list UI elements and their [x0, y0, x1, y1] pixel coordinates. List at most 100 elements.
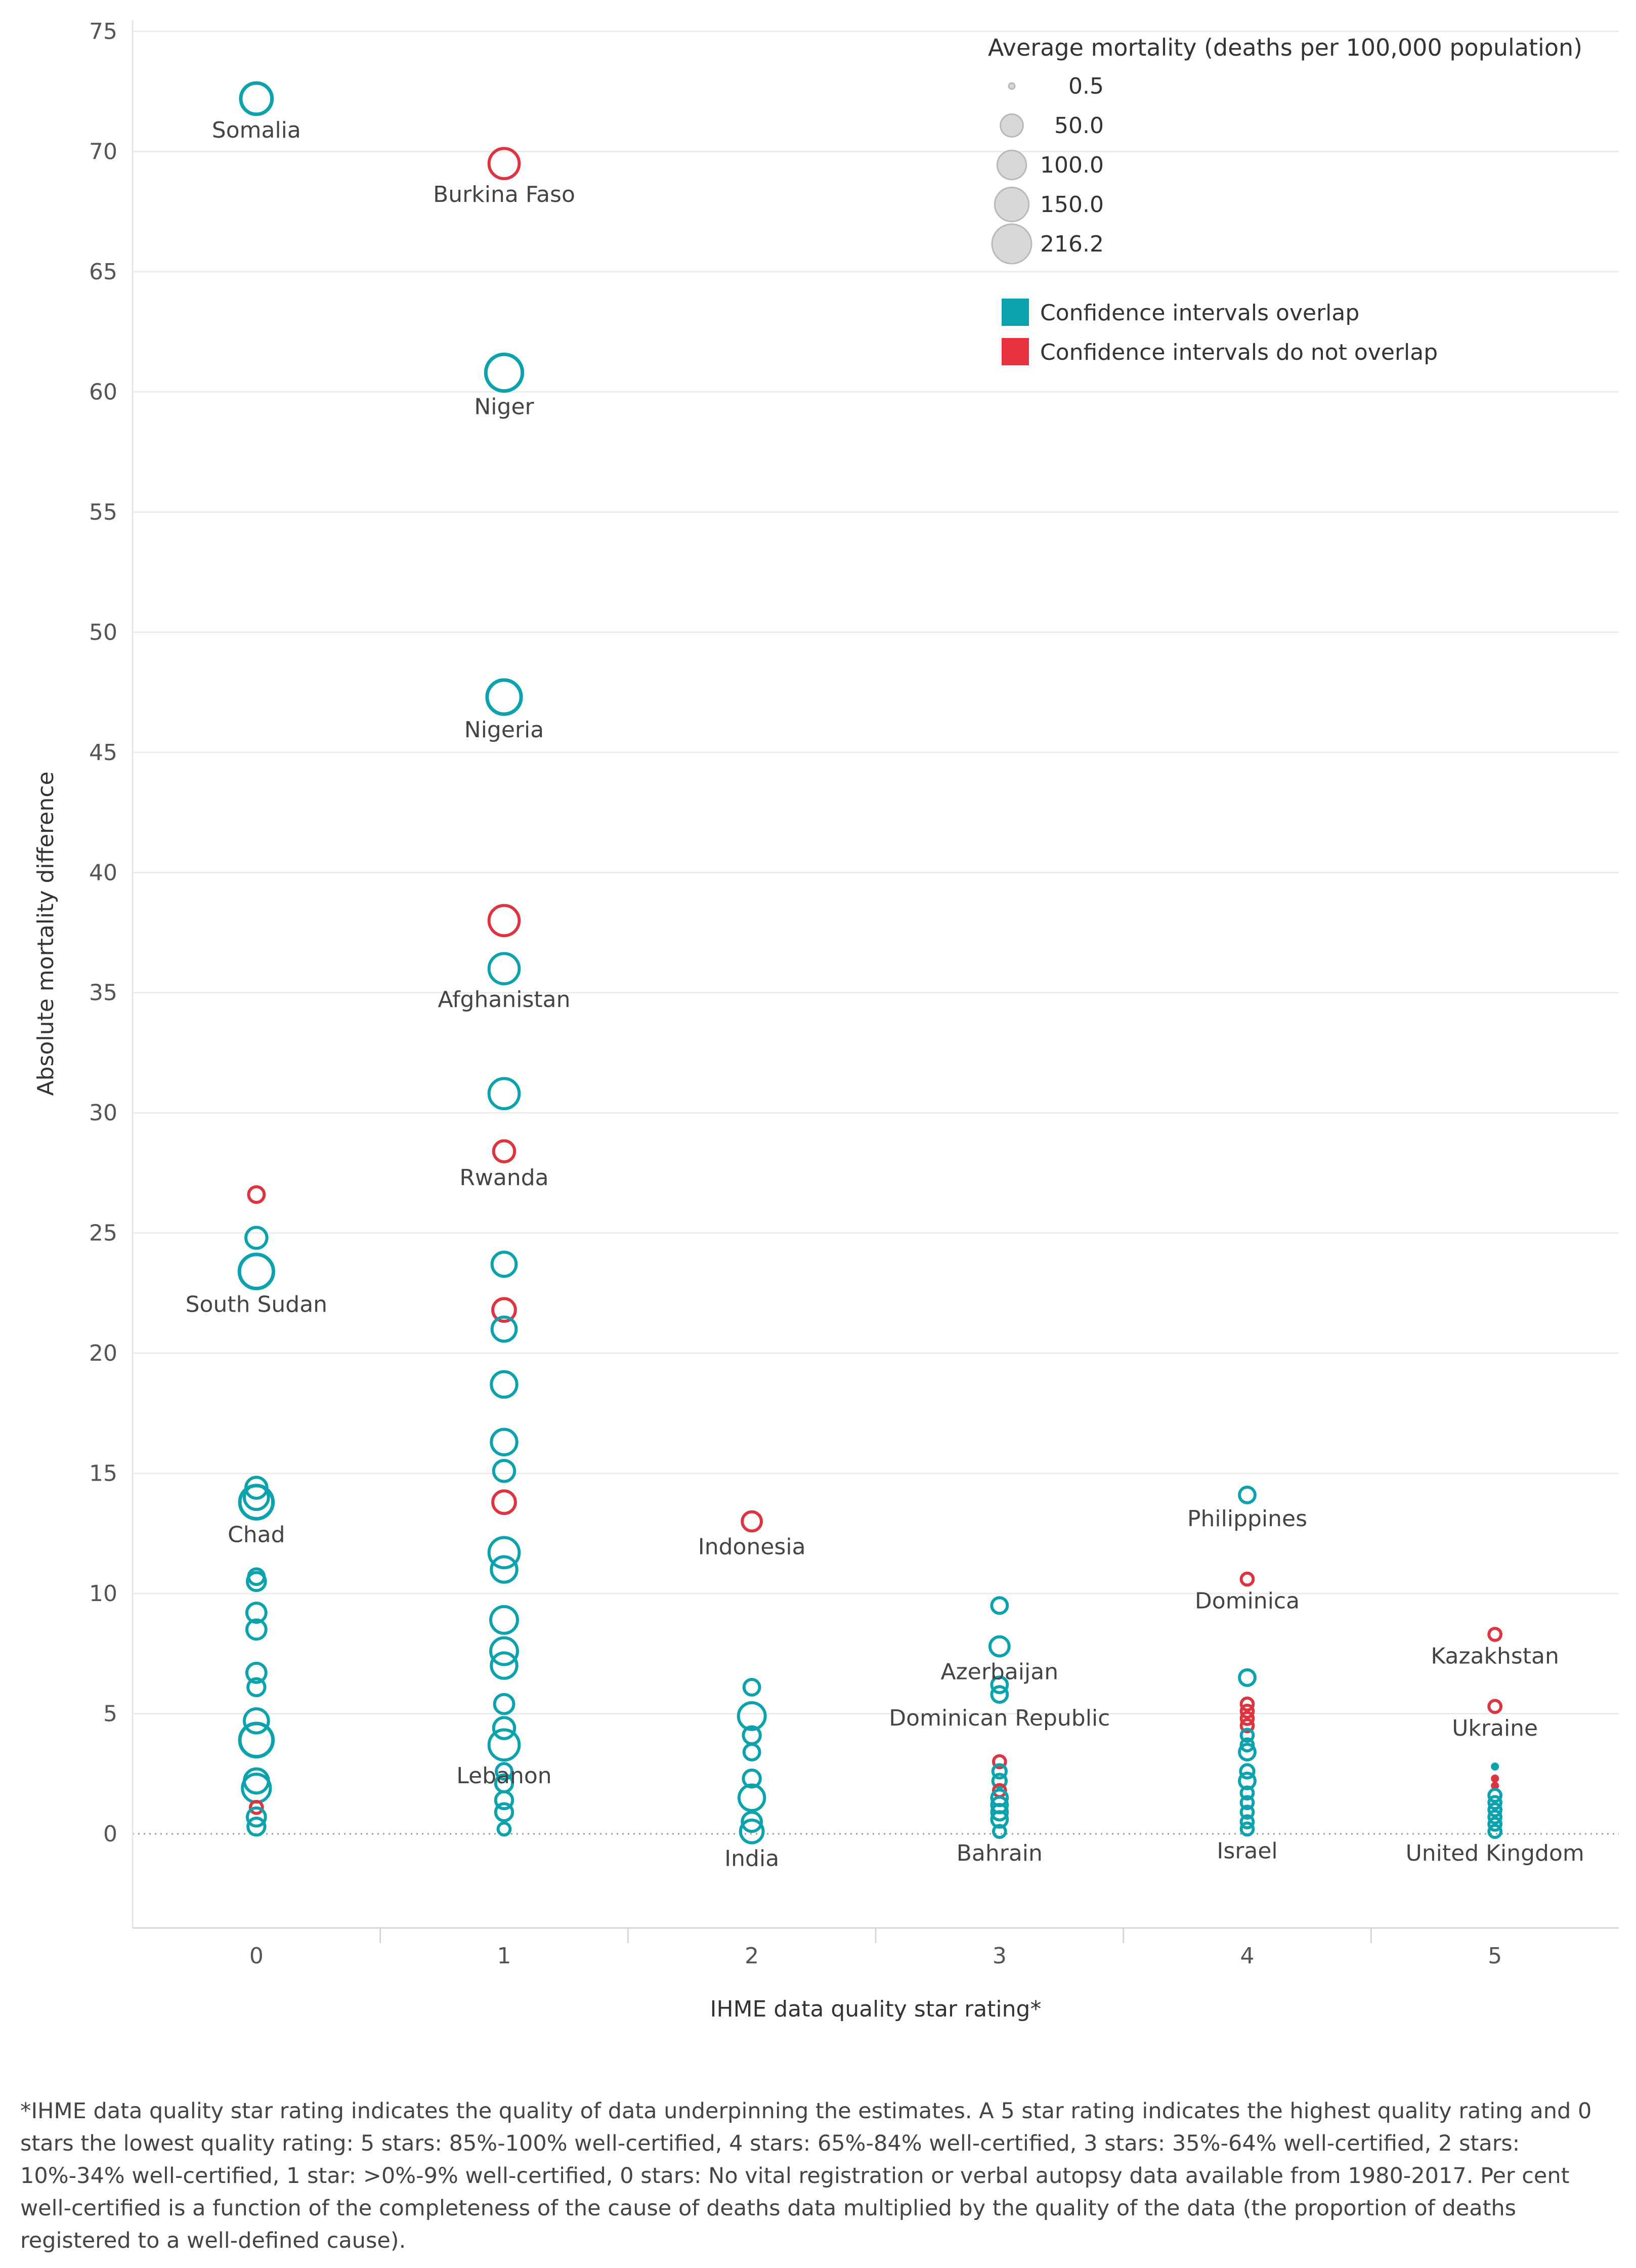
- legend-size-label: 216.2: [1040, 231, 1104, 257]
- data-point: [1239, 1763, 1256, 1780]
- legend-size-label: 150.0: [1040, 192, 1104, 218]
- point-label: India: [724, 1846, 779, 1872]
- point-label: Nigeria: [464, 717, 544, 743]
- y-tick-label: 65: [89, 259, 117, 285]
- data-point: [487, 952, 521, 986]
- data-point: [1487, 1802, 1503, 1818]
- data-point: [1239, 1696, 1255, 1712]
- data-point: [741, 1510, 763, 1533]
- point-label: Kazakhstan: [1431, 1644, 1559, 1669]
- point-label: Rwanda: [459, 1165, 548, 1191]
- data-point: [494, 1790, 514, 1811]
- y-tick-label: 40: [89, 860, 117, 886]
- data-point: [490, 1651, 519, 1680]
- data-point: [990, 1810, 1009, 1829]
- data-point: [491, 1489, 517, 1515]
- y-tick-label: 35: [89, 980, 117, 1006]
- x-tick-label: 1: [497, 1943, 511, 1969]
- data-point: [1491, 1782, 1499, 1790]
- data-point: [490, 1250, 518, 1278]
- y-tick-label: 15: [89, 1461, 117, 1487]
- x-tick-label: 5: [1488, 1943, 1502, 1969]
- data-point: [1238, 1743, 1257, 1761]
- data-point: [245, 1618, 268, 1641]
- point-label: Dominican Republic: [889, 1705, 1110, 1731]
- x-tick-label: 4: [1240, 1943, 1255, 1969]
- data-point: [496, 1821, 512, 1837]
- data-point: [1239, 1703, 1255, 1719]
- data-point: [492, 1139, 516, 1163]
- data-point: [246, 1817, 267, 1837]
- data-point: [991, 1773, 1008, 1789]
- data-point: [487, 1728, 521, 1762]
- data-point: [484, 352, 525, 393]
- data-point: [737, 1701, 767, 1731]
- y-tick-label: 55: [89, 499, 117, 525]
- data-point: [739, 1818, 765, 1844]
- data-point: [487, 147, 521, 181]
- data-point: [245, 1806, 267, 1828]
- gridlines: [133, 30, 1619, 1835]
- data-point: [991, 1763, 1008, 1780]
- data-point: [490, 1427, 519, 1457]
- legend-color-label: Confidence intervals overlap: [1040, 300, 1359, 326]
- y-tick-label: 50: [89, 619, 117, 645]
- data-point: [742, 1743, 761, 1761]
- y-tick-label: 45: [89, 740, 117, 766]
- data-point: [1487, 1626, 1503, 1642]
- data-point: [990, 1802, 1009, 1822]
- data-point: [1238, 1485, 1257, 1504]
- point-label: Ukraine: [1452, 1715, 1538, 1741]
- data-point: [238, 1484, 275, 1521]
- data-point: [1487, 1795, 1503, 1811]
- legend-size-label: 100.0: [1040, 152, 1104, 178]
- data-point: [248, 1799, 264, 1815]
- data-point: [237, 1252, 275, 1290]
- data-point: [1487, 1788, 1503, 1803]
- point-label: Philippines: [1187, 1506, 1307, 1532]
- data-point: [1487, 1824, 1503, 1839]
- legend-size-label: 0.5: [1068, 73, 1104, 99]
- point-label: Somalia: [212, 117, 301, 143]
- y-tick-label: 75: [89, 19, 117, 45]
- data-point: [1487, 1817, 1503, 1832]
- data-point: [742, 1677, 761, 1697]
- data-point: [495, 1762, 513, 1781]
- data-point: [1239, 1821, 1255, 1837]
- data-point: [1239, 1804, 1255, 1820]
- y-tick-label: 30: [89, 1100, 117, 1126]
- footnote: *IHME data quality star rating indicates…: [20, 2098, 1592, 2253]
- legend-size-marker: [1008, 82, 1016, 90]
- legend-size-marker: [994, 186, 1030, 223]
- point-label: Niger: [474, 394, 534, 420]
- data-point: [1239, 1711, 1255, 1726]
- point-label: Chad: [228, 1522, 285, 1547]
- data-point: [490, 1370, 519, 1399]
- point-label: Afghanistan: [438, 987, 571, 1013]
- data-point: [1239, 1571, 1255, 1587]
- data-point: [988, 1635, 1011, 1658]
- point-label: South Sudan: [186, 1291, 327, 1317]
- data-point: [990, 1596, 1009, 1615]
- legend-size-marker: [1000, 113, 1024, 138]
- data-point: [490, 1555, 519, 1584]
- x-tick-label: 0: [249, 1943, 264, 1969]
- data-point: [1239, 1718, 1255, 1734]
- point-label: Azerbaijan: [941, 1659, 1059, 1685]
- data-point: [238, 1721, 275, 1759]
- data-point: [245, 1602, 268, 1624]
- y-tick-label: 70: [89, 139, 117, 164]
- legend-color-label: Confidence intervals do not overlap: [1040, 340, 1438, 365]
- data-point: [1239, 1814, 1255, 1830]
- point-label: United Kingdom: [1406, 1840, 1584, 1866]
- legend-color-swatch: [1002, 338, 1029, 365]
- data-point: [741, 1811, 763, 1833]
- data-point: [737, 1783, 766, 1812]
- data-point: [492, 1459, 516, 1483]
- data-point: [1239, 1728, 1255, 1743]
- data-point: [990, 1675, 1009, 1694]
- data-point: [1238, 1772, 1257, 1790]
- data-point: [242, 1767, 270, 1795]
